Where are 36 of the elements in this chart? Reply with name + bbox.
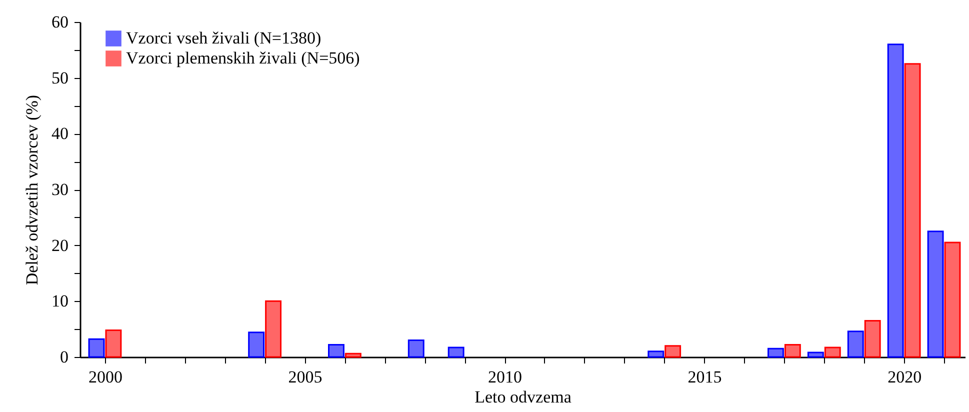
bar <box>864 320 881 358</box>
bar <box>807 352 824 358</box>
bar <box>784 344 801 358</box>
y-tick-label: 60 <box>52 12 68 32</box>
bar <box>248 332 265 358</box>
bar <box>648 350 664 358</box>
y-tick-label: 0 <box>60 348 68 366</box>
y-tick-label: 40 <box>52 124 68 144</box>
bar <box>887 44 904 358</box>
x-tick-label: 2020 <box>888 368 922 386</box>
x-tick-label: 2010 <box>488 368 522 386</box>
y-axis-title: Delež odvzetih vzorcev (%) <box>22 94 42 286</box>
y-tick-label: 30 <box>52 180 68 199</box>
bar <box>847 330 864 358</box>
bar <box>824 346 841 358</box>
bar <box>768 348 784 358</box>
x-axis-title: Leto odvzema <box>474 388 572 406</box>
y-tick-label: 20 <box>52 236 68 255</box>
x-tick-label: 2015 <box>688 368 722 386</box>
bar <box>328 344 344 358</box>
x-tick-label: 2005 <box>288 368 322 386</box>
bar <box>664 345 682 358</box>
bar <box>344 352 362 358</box>
bar <box>105 329 122 358</box>
y-tick-label: 50 <box>52 68 68 88</box>
legend-label: Vzorci vseh živali (N=1380) <box>126 28 322 48</box>
bar <box>927 230 944 358</box>
bar <box>904 63 921 358</box>
bar <box>408 340 424 358</box>
bar <box>88 338 105 358</box>
bar <box>448 346 464 358</box>
bar <box>265 300 282 358</box>
y-tick-label: 10 <box>52 292 68 311</box>
legend-label: Vzorci plemenskih živali (N=506) <box>126 48 360 68</box>
bar <box>944 242 961 358</box>
x-tick-label: 2000 <box>88 368 122 386</box>
